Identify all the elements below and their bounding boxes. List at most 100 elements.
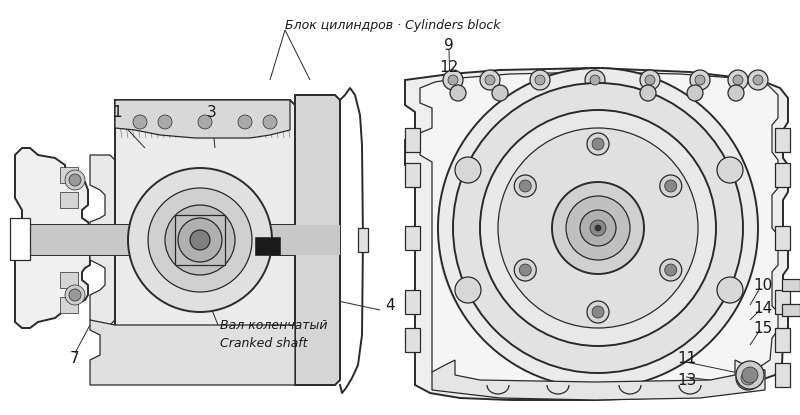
Circle shape [640,85,656,101]
Circle shape [443,70,463,90]
Polygon shape [405,163,420,187]
Circle shape [178,218,222,262]
Circle shape [65,285,85,305]
Circle shape [742,367,758,383]
Text: 9: 9 [444,37,454,53]
Polygon shape [432,360,765,400]
Polygon shape [405,226,420,250]
Circle shape [665,180,677,192]
Polygon shape [775,328,790,352]
Circle shape [480,70,500,90]
Text: Cranked shaft: Cranked shaft [220,337,307,349]
Polygon shape [775,290,790,314]
Circle shape [133,115,147,129]
Polygon shape [60,297,78,313]
Polygon shape [10,218,30,260]
Circle shape [455,277,481,303]
Circle shape [748,70,768,90]
Polygon shape [295,95,340,385]
Text: 7: 7 [70,351,80,366]
Circle shape [645,75,655,85]
Polygon shape [782,304,800,316]
Polygon shape [90,320,295,385]
Text: 13: 13 [678,373,697,388]
Polygon shape [255,237,280,255]
Circle shape [519,180,531,192]
Circle shape [592,138,604,150]
Polygon shape [405,328,420,352]
Circle shape [728,70,748,90]
Circle shape [498,128,698,328]
Polygon shape [405,128,420,152]
Circle shape [587,301,609,323]
Circle shape [530,70,550,90]
Polygon shape [775,226,790,250]
Polygon shape [405,68,788,400]
Polygon shape [782,279,800,291]
Circle shape [736,366,760,390]
Polygon shape [775,363,790,387]
Circle shape [198,115,212,129]
Circle shape [665,264,677,276]
Text: 14: 14 [754,300,773,315]
Circle shape [450,85,466,101]
Circle shape [695,75,705,85]
Circle shape [448,75,458,85]
Circle shape [485,75,495,85]
Circle shape [590,75,600,85]
Circle shape [660,175,682,197]
Text: Блок цилиндров · Cylinders block: Блок цилиндров · Cylinders block [285,19,501,32]
Circle shape [566,196,630,260]
Circle shape [717,277,743,303]
Circle shape [514,259,536,281]
Circle shape [455,157,481,183]
Circle shape [158,115,172,129]
Polygon shape [15,148,90,328]
Circle shape [453,83,743,373]
Polygon shape [775,128,790,152]
Circle shape [717,157,743,183]
Text: Вал коленчатый: Вал коленчатый [220,318,327,332]
Circle shape [595,225,601,231]
Circle shape [580,210,616,246]
Polygon shape [60,167,78,183]
Circle shape [165,205,235,275]
Polygon shape [420,72,778,390]
Polygon shape [90,155,115,325]
Polygon shape [115,100,290,138]
Circle shape [535,75,545,85]
Polygon shape [175,215,225,265]
Circle shape [148,188,252,292]
Circle shape [190,230,210,250]
Circle shape [238,115,252,129]
Circle shape [728,85,744,101]
Circle shape [741,371,755,385]
Text: 4: 4 [385,298,395,312]
Polygon shape [60,192,78,208]
Circle shape [640,70,660,90]
Circle shape [69,174,81,186]
Circle shape [519,264,531,276]
Circle shape [480,110,716,346]
Polygon shape [358,228,368,252]
Text: 1: 1 [112,105,122,120]
Circle shape [514,175,536,197]
Text: 12: 12 [439,61,458,76]
Polygon shape [60,272,78,288]
Circle shape [590,220,606,236]
Text: 11: 11 [678,351,697,366]
Circle shape [69,289,81,301]
Circle shape [552,182,644,274]
Polygon shape [15,225,340,255]
Circle shape [687,85,703,101]
Circle shape [592,306,604,318]
Circle shape [263,115,277,129]
Circle shape [587,133,609,155]
Circle shape [690,70,710,90]
Circle shape [492,85,508,101]
Circle shape [585,70,605,90]
Circle shape [733,75,743,85]
Text: 10: 10 [754,278,773,293]
Polygon shape [405,290,420,314]
Polygon shape [115,100,295,380]
